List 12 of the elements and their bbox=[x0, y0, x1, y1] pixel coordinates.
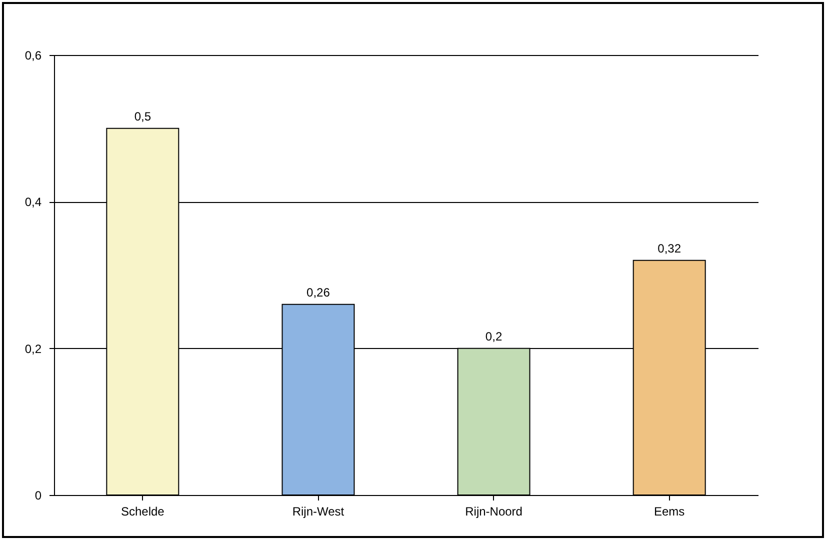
data-label: 0,26 bbox=[306, 285, 330, 300]
x-tick-label: Rijn-West bbox=[292, 504, 345, 518]
data-label: 0,5 bbox=[134, 109, 152, 124]
y-tick-label: 0 bbox=[34, 488, 42, 502]
x-tick-label: Schelde bbox=[120, 504, 165, 518]
y-tick-label: 0,4 bbox=[24, 195, 42, 210]
data-label: 0,2 bbox=[485, 329, 502, 344]
data-label: 0,32 bbox=[658, 241, 682, 256]
x-tick-label: Rijn-Noord bbox=[465, 504, 522, 518]
y-tick-label: 0,6 bbox=[24, 48, 42, 62]
y-tick-label: 0,2 bbox=[24, 342, 42, 356]
x-tick-label: Eems bbox=[654, 504, 685, 518]
